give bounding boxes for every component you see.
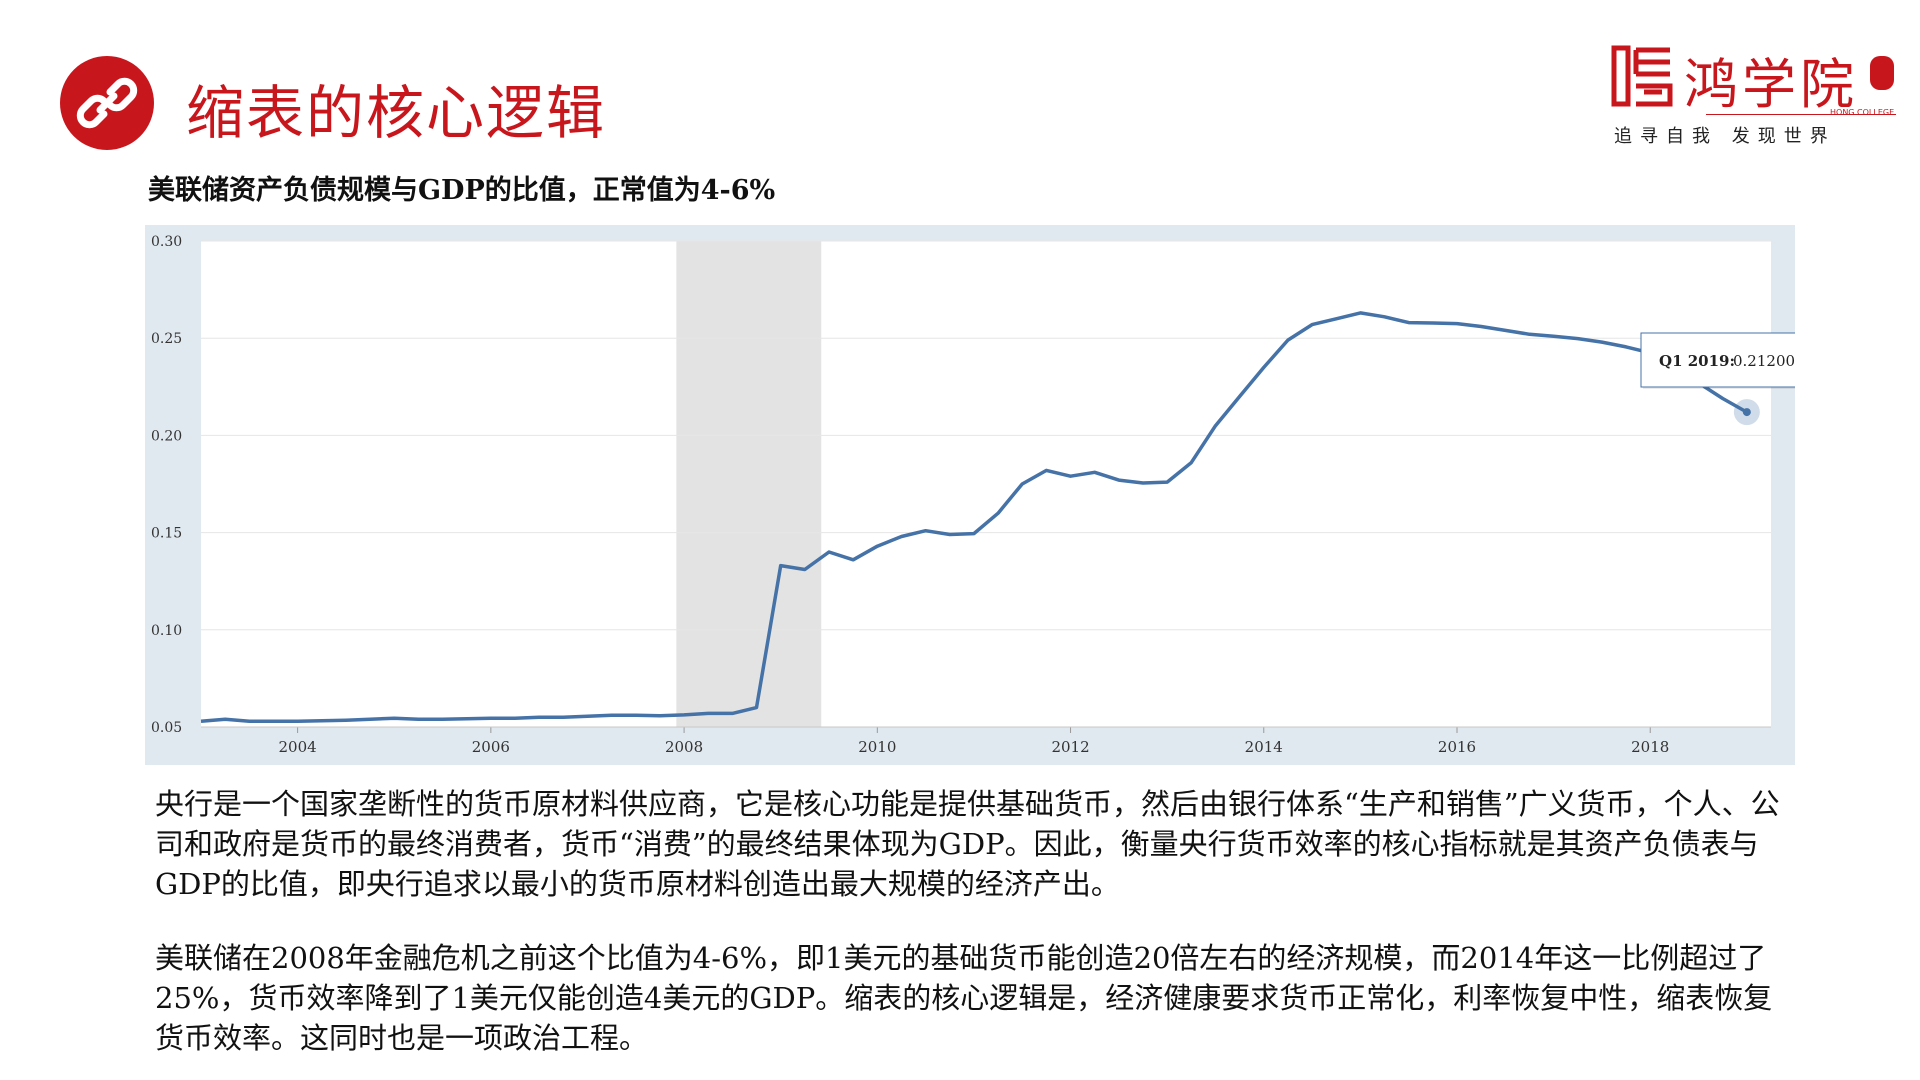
y-tick-label: 0.30 — [151, 234, 182, 250]
link-icon — [76, 77, 138, 129]
x-tick-label: 2008 — [665, 738, 703, 756]
y-tick-label: 0.05 — [151, 720, 182, 736]
chart-caption: 美联储资产负债规模与GDP的比值，正常值为4-6% — [148, 175, 776, 206]
body-paragraph-2: 美联储在2008年金融危机之前这个比值为4-6%，即1美元的基础货币能创造20倍… — [155, 941, 1773, 1055]
link-icon-badge — [60, 56, 154, 150]
y-tick-label: 0.20 — [151, 428, 182, 444]
tooltip-marker — [1742, 408, 1751, 417]
logo-english: HONG COLLEGE — [1830, 108, 1895, 117]
x-tick-label: 2014 — [1245, 738, 1283, 756]
tooltip-box — [1640, 332, 1795, 388]
logo-name: 鸿学院 — [1684, 53, 1858, 116]
logo: 鸿学院 HONG COLLEGE 追寻自我 发现世界 — [1610, 40, 1900, 150]
y-tick-label: 0.10 — [151, 623, 182, 639]
series-line-0 — [200, 311, 1748, 723]
body-paragraph-1: 央行是一个国家垄断性的货币原材料供应商，它是核心功能是提供基础货币，然后由银行体… — [155, 787, 1780, 901]
logo-slogan: 追寻自我 发现世界 — [1614, 126, 1836, 147]
page-title: 缩表的核心逻辑 — [186, 79, 607, 147]
x-tick-label: 2012 — [1051, 738, 1089, 756]
x-tick-label: 2018 — [1631, 738, 1669, 756]
x-tick-label: 2016 — [1438, 738, 1476, 756]
x-tick-label: 2010 — [858, 738, 896, 756]
x-tick-label: 2004 — [279, 738, 317, 756]
logo-stamp — [1870, 56, 1894, 90]
tooltip-label: Q1 2019: — [1659, 352, 1735, 370]
logo-divider — [1706, 114, 1896, 115]
plot-area — [201, 241, 1771, 727]
y-tick-label: 0.15 — [151, 526, 182, 542]
recession-band — [676, 241, 822, 727]
tooltip-value: 0.21200 — [1733, 352, 1795, 370]
y-tick-label: 0.25 — [151, 331, 182, 347]
chart-frame: 0.30 0.25 0.20 0.15 0.10 0.05 2004 2006 2008 2010… — [145, 225, 1795, 765]
x-tick-label: 2006 — [472, 738, 510, 756]
line-chart: 0.30 0.25 0.20 0.15 0.10 0.05 2004 2006 2008 2010… — [151, 234, 1795, 756]
logo-seal-icon — [1611, 45, 1673, 107]
